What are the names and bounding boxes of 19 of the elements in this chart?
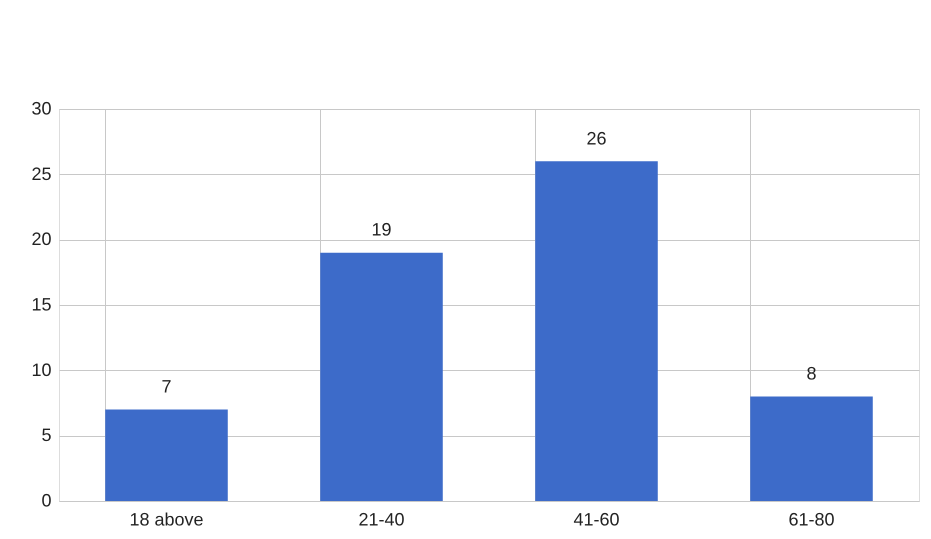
data-label: 7 <box>161 376 172 397</box>
y-tick-label: 25 <box>31 164 52 184</box>
x-tick-label: 41-60 <box>573 510 620 530</box>
data-label: 19 <box>371 220 392 240</box>
x-tick-label: 61-80 <box>788 510 835 530</box>
x-tick-label: 21-40 <box>358 510 405 530</box>
data-label: 8 <box>806 363 817 384</box>
y-tick-label: 30 <box>31 98 52 118</box>
y-tick-label: 0 <box>41 490 52 510</box>
y-tick-label: 15 <box>31 294 52 314</box>
bar <box>750 396 873 501</box>
x-tick-label: 18 above <box>129 510 204 530</box>
bar <box>320 252 443 501</box>
bar <box>535 161 658 501</box>
data-label: 26 <box>586 128 607 148</box>
bar <box>105 410 228 501</box>
y-tick-label: 20 <box>31 229 52 250</box>
y-tick-label: 10 <box>31 360 52 380</box>
y-tick-label: 5 <box>41 425 52 446</box>
